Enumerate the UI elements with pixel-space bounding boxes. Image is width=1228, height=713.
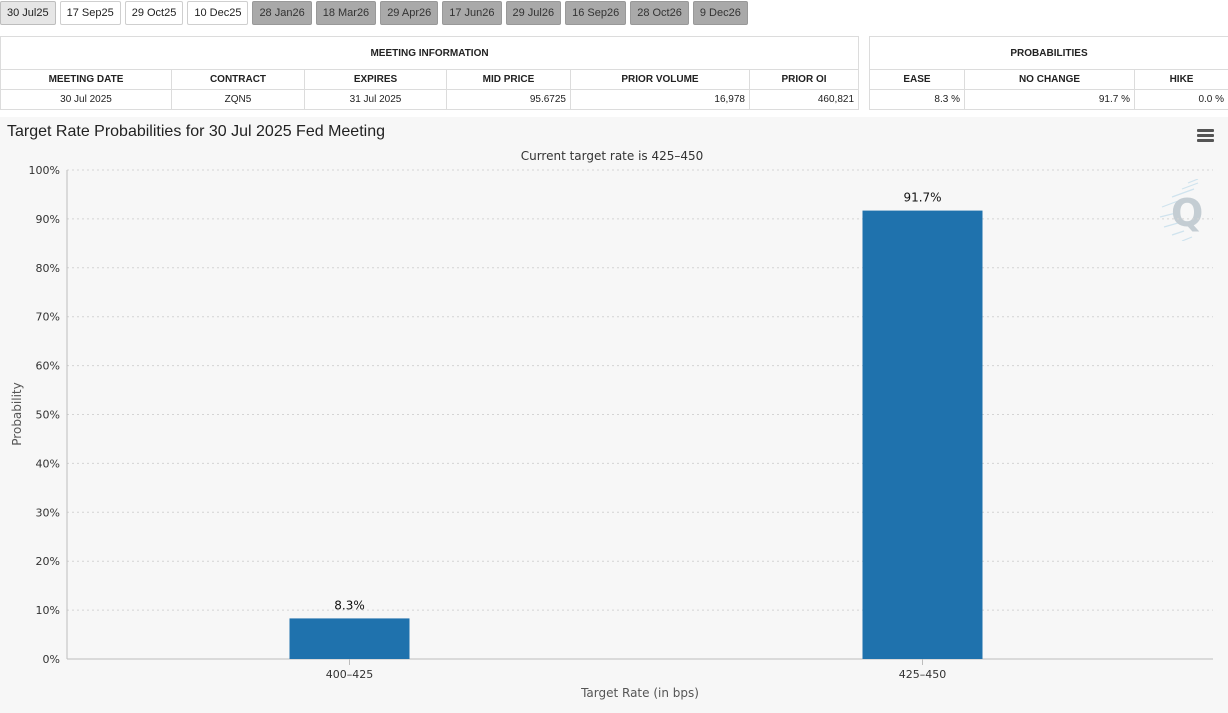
bar-value-label: 8.3% [334, 598, 365, 612]
tab-meeting-date[interactable]: 17 Sep25 [59, 1, 121, 25]
y-tick-label: 70% [36, 311, 60, 324]
column-header-hike: HIKE [1133, 69, 1228, 90]
y-tick-label: 20% [36, 555, 60, 568]
bars [289, 210, 983, 659]
cell-prior-volume: 16,978 [570, 89, 750, 110]
column-header-expires: EXPIRES [304, 69, 447, 90]
y-tick-label: 80% [36, 262, 60, 275]
tab-meeting-date[interactable]: 29 Apr26 [380, 1, 439, 25]
column-header-no-change: NO CHANGE [964, 69, 1135, 90]
cell-contract: ZQN5 [171, 89, 305, 110]
tab-meeting-date[interactable]: 29 Oct25 [124, 1, 184, 25]
hamburger-menu-icon[interactable] [1197, 129, 1214, 142]
chart-title: Target Rate Probabilities for 30 Jul 202… [7, 123, 385, 140]
tab-meeting-date[interactable]: 30 Jul25 [0, 1, 56, 25]
y-tick-label: 0% [43, 653, 60, 666]
y-tick-label: 30% [36, 506, 60, 519]
tab-meeting-date[interactable]: 18 Mar26 [315, 1, 377, 25]
q-logo-icon: Q [1159, 179, 1203, 241]
cell-mid-price: 95.6725 [446, 89, 571, 110]
cell-expires: 31 Jul 2025 [304, 89, 447, 110]
bar[interactable] [289, 618, 410, 659]
cell-prior-oi: 460,821 [748, 89, 860, 110]
bar-chart: 0% 10% 20% 30% 40% 50% 60% 70% 80% 90% 100% 8.3% 91… [10, 149, 1213, 700]
x-tick-label: 425–450 [899, 668, 947, 681]
chart-subtitle: Current target rate is 425–450 [521, 149, 704, 163]
column-header-prior-volume: PRIOR VOLUME [570, 69, 750, 90]
column-header-ease: EASE [869, 69, 965, 90]
y-tick-label: 40% [36, 457, 60, 470]
tab-meeting-date[interactable]: 28 Oct26 [630, 1, 689, 25]
column-header-meeting-date: MEETING DATE [0, 69, 172, 90]
meeting-date-tabs: 30 Jul25 17 Sep25 29 Oct25 10 Dec25 28 Jan26… [0, 1, 748, 27]
grid-lines [66, 169, 1213, 660]
column-header-prior-oi: PRIOR OI [748, 69, 860, 90]
tab-meeting-date[interactable]: 16 Sep26 [565, 1, 627, 25]
x-tick-label: 400–425 [326, 668, 374, 681]
tab-meeting-date[interactable]: 17 Jun26 [442, 1, 502, 25]
tab-meeting-date[interactable]: 28 Jan26 [252, 1, 312, 25]
table-row: 30 Jul 2025 ZQN5 31 Jul 2025 95.6725 16,… [0, 89, 860, 110]
y-tick-label: 90% [36, 213, 60, 226]
y-tick-label: 50% [36, 409, 60, 422]
y-tick-label: 10% [36, 604, 60, 617]
column-header-contract: CONTRACT [171, 69, 305, 90]
bar[interactable] [862, 210, 983, 659]
tab-meeting-date[interactable]: 29 Jul26 [505, 1, 562, 25]
data-labels: 8.3% 91.7% [334, 191, 941, 613]
y-tick-label: 100% [29, 164, 60, 177]
cell-no-change: 91.7 % [964, 89, 1135, 110]
x-axis-title: Target Rate (in bps) [580, 686, 699, 700]
cell-ease: 8.3 % [869, 89, 965, 110]
table-row: 8.3 % 91.7 % 0.0 % [869, 89, 1228, 110]
y-tick-label: 60% [36, 360, 60, 373]
tab-meeting-date[interactable]: 9 Dec26 [692, 1, 748, 25]
meeting-information-table: MEETING INFORMATION MEETING DATE CONTRAC… [0, 36, 860, 110]
cell-meeting-date: 30 Jul 2025 [0, 89, 172, 110]
column-header-mid-price: MID PRICE [446, 69, 571, 90]
x-axis-ticks: 400–425 425–450 [326, 659, 947, 681]
probabilities-table: PROBABILITIES EASE NO CHANGE HIKE 8.3 % … [868, 36, 1228, 110]
svg-text:Q: Q [1171, 191, 1203, 235]
tab-meeting-date[interactable]: 10 Dec25 [187, 1, 249, 25]
chart-container: Target Rate Probabilities for 30 Jul 202… [0, 117, 1228, 713]
meeting-information-header: MEETING INFORMATION [0, 36, 860, 70]
bar-value-label: 91.7% [903, 191, 941, 205]
cell-hike: 0.0 % [1133, 89, 1228, 110]
probabilities-header: PROBABILITIES [868, 36, 1228, 70]
y-axis-ticks: 0% 10% 20% 30% 40% 50% 60% 70% 80% 90% 100% [29, 164, 60, 666]
y-axis-title: Probability [10, 382, 24, 445]
